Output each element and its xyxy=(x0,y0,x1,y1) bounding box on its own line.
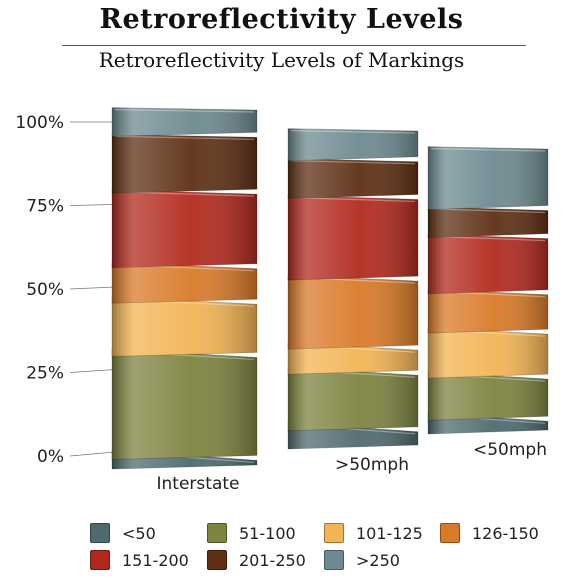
bar-segment xyxy=(287,366,419,432)
x-category-label: Interstate xyxy=(157,474,240,494)
chart-title: Retroreflectivity Levels xyxy=(99,4,464,35)
bar-segment xyxy=(427,146,549,210)
chart-subtitle: Retroreflectivity Levels of Markings xyxy=(98,48,465,72)
bar-segment xyxy=(287,128,419,162)
title-divider xyxy=(62,45,526,46)
bar-segment xyxy=(287,274,419,350)
bar-segment xyxy=(111,348,258,460)
y-tick-line xyxy=(69,369,116,373)
legend-label: 51-100 xyxy=(239,523,296,543)
legend-item: <50 xyxy=(90,522,156,544)
bar-segment xyxy=(111,133,258,194)
stacked-bar-chart: 0% 25% 50% 75% 100% Interstate >50mph <50mph xyxy=(15,107,549,494)
legend-swatch xyxy=(324,523,344,543)
bar-segment xyxy=(111,189,258,269)
bar-segment xyxy=(111,107,258,137)
legend-label: 201-250 xyxy=(239,550,306,570)
legend-label: 101-125 xyxy=(356,523,423,543)
bar-segment xyxy=(287,158,419,199)
legend-item: 126-150 xyxy=(440,522,539,544)
legend-item: 201-250 xyxy=(207,549,306,571)
legend-swatch xyxy=(207,550,227,570)
x-category-label: >50mph xyxy=(335,455,409,475)
legend-item: 51-100 xyxy=(207,522,296,544)
legend-item: >250 xyxy=(324,549,400,571)
bar-segment xyxy=(427,206,549,239)
legend-swatch xyxy=(324,550,344,570)
bar-segment xyxy=(427,327,549,379)
x-category-label: <50mph xyxy=(473,440,547,460)
y-tick-line xyxy=(69,451,116,457)
y-tick-label: 75% xyxy=(26,197,64,217)
legend-label: 151-200 xyxy=(122,550,189,570)
legend-label: >250 xyxy=(356,550,400,570)
legend-swatch xyxy=(90,523,110,543)
y-tick-label: 100% xyxy=(15,113,64,133)
y-tick-label: 50% xyxy=(26,280,64,300)
legend-label: <50 xyxy=(122,523,156,543)
bar-segment xyxy=(427,233,549,295)
bar-segment xyxy=(427,371,549,421)
bar-segment xyxy=(111,262,258,304)
legend-swatch xyxy=(90,550,110,570)
bar-segment xyxy=(287,342,419,375)
legend-item: 151-200 xyxy=(90,549,189,571)
y-tick-line xyxy=(69,204,116,206)
bar-segment xyxy=(287,195,419,281)
legend-swatch xyxy=(207,523,227,543)
bar-segment xyxy=(427,288,549,334)
legend-swatch xyxy=(440,523,460,543)
y-tick-line xyxy=(69,286,116,290)
y-tick-label: 25% xyxy=(26,364,64,384)
y-tick-label: 0% xyxy=(37,447,64,467)
legend-item: 101-125 xyxy=(324,522,423,544)
legend-label: 126-150 xyxy=(472,523,539,543)
bar-segment xyxy=(111,296,258,357)
